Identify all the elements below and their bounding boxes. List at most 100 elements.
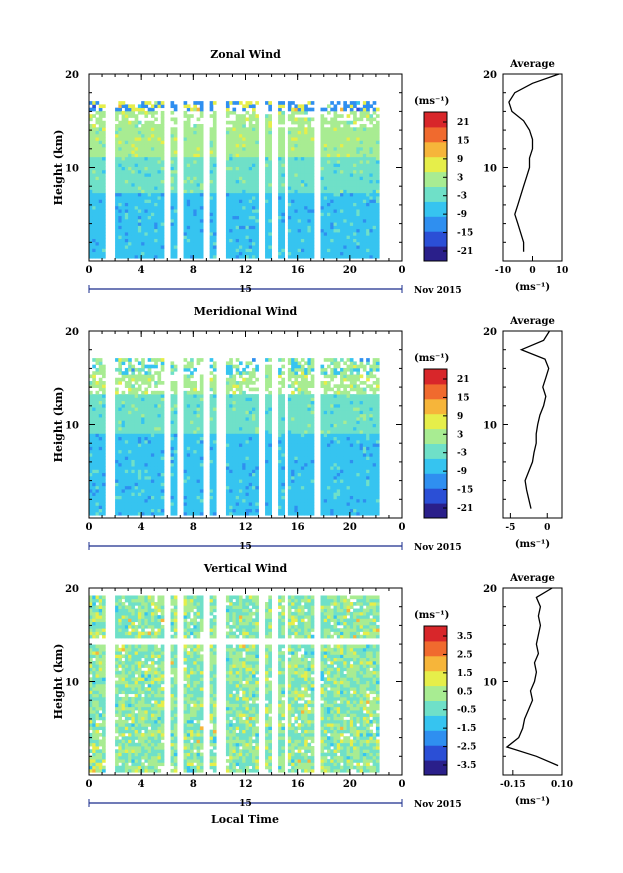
- heatmap-cell: [304, 176, 308, 181]
- heatmap-cell: [89, 436, 93, 441]
- heatmap-cell: [134, 381, 139, 385]
- heatmap-cell: [186, 160, 191, 164]
- heatmap-cell: [160, 469, 165, 474]
- heatmap-cell: [98, 502, 103, 506]
- heatmap-cell: [278, 251, 282, 256]
- heatmap-cell: [102, 176, 106, 181]
- heatmap-cell: [336, 101, 341, 105]
- heatmap-cell: [212, 410, 217, 415]
- heatmap-cell: [160, 436, 165, 441]
- heatmap-cell: [102, 420, 106, 424]
- heatmap-cell: [353, 228, 357, 233]
- heatmap-cell: [118, 192, 123, 197]
- heatmap-cell: [128, 400, 132, 405]
- heatmap-cell: [287, 228, 292, 233]
- heatmap-cell: [118, 446, 123, 451]
- heatmap-cell: [141, 466, 145, 470]
- heatmap-cell: [366, 225, 370, 230]
- heatmap-cell: [340, 153, 344, 158]
- heatmap-cell: [248, 443, 253, 447]
- heatmap-cell: [369, 202, 374, 207]
- heatmap-cell: [294, 104, 299, 109]
- heatmap-cell: [238, 228, 243, 233]
- heatmap-cell: [209, 397, 214, 402]
- heatmap-cell: [154, 163, 158, 167]
- heatmap-cell: [327, 146, 331, 151]
- heatmap-cell: [124, 212, 129, 217]
- heatmap-cell: [131, 120, 136, 125]
- heatmap-cell: [147, 120, 152, 125]
- heatmap-cell: [115, 222, 119, 226]
- heatmap-cell: [349, 254, 354, 259]
- heatmap-cell: [343, 137, 347, 141]
- heatmap-cell: [238, 475, 243, 480]
- heatmap-cell: [252, 238, 256, 243]
- heatmap-cell: [287, 222, 292, 226]
- heatmap-cell: [92, 192, 96, 197]
- heatmap-cell: [323, 137, 328, 141]
- colorbar-unit: (ms⁻¹): [414, 96, 449, 107]
- heatmap-cell: [268, 107, 272, 112]
- heatmap-cell: [209, 146, 214, 151]
- heatmap-cell: [333, 238, 338, 243]
- heatmap-cell: [92, 475, 96, 480]
- heatmap-cell: [212, 433, 217, 438]
- heatmap-cell: [118, 107, 123, 112]
- heatmap-cell: [173, 505, 178, 510]
- heatmap-cell: [294, 107, 299, 112]
- heatmap-cell: [115, 479, 119, 483]
- heatmap-cell: [157, 381, 162, 385]
- heatmap-cell: [235, 176, 240, 181]
- heatmap-cell: [128, 192, 132, 197]
- heatmap-cell: [183, 179, 188, 184]
- heatmap-cell: [307, 192, 312, 197]
- heatmap-cell: [252, 104, 256, 109]
- heatmap-cell: [98, 443, 103, 447]
- heatmap-cell: [362, 209, 367, 213]
- heatmap-cell: [95, 169, 100, 174]
- heatmap-cell: [121, 225, 126, 230]
- heatmap-cell: [310, 218, 315, 223]
- heatmap-cell: [186, 364, 191, 369]
- heatmap-cell: [212, 176, 217, 181]
- heatmap-cell: [124, 192, 129, 197]
- heatmap-cell: [183, 146, 188, 151]
- heatmap-cell: [209, 505, 214, 510]
- heatmap-cell: [304, 215, 308, 220]
- heatmap-cell: [307, 156, 312, 161]
- heatmap-cell: [160, 182, 165, 187]
- heatmap-cell: [118, 245, 123, 249]
- heatmap-cell: [252, 202, 256, 207]
- heatmap-cell: [121, 430, 126, 434]
- heatmap-cell: [131, 436, 136, 441]
- heatmap-cell: [134, 212, 139, 217]
- heatmap-cell: [372, 222, 377, 226]
- heatmap-cell: [291, 173, 295, 177]
- heatmap-cell: [137, 397, 142, 402]
- heatmap-cell: [128, 238, 132, 243]
- heatmap-cell: [144, 104, 149, 109]
- heatmap-cell: [141, 403, 145, 408]
- heatmap-cell: [134, 160, 139, 164]
- heatmap-cell: [238, 179, 243, 184]
- heatmap-cell: [242, 403, 246, 408]
- heatmap-cell: [115, 472, 119, 477]
- heatmap-cell: [330, 235, 334, 239]
- heatmap-cell: [372, 235, 377, 239]
- heatmap-cell: [245, 466, 250, 470]
- heatmap-cell: [265, 199, 269, 203]
- heatmap-cell: [170, 156, 175, 161]
- heatmap-cell: [144, 241, 149, 246]
- heatmap-cell: [362, 153, 367, 158]
- heatmap-cell: [242, 505, 246, 510]
- heatmap-cell: [190, 384, 194, 388]
- heatmap-cell: [232, 377, 237, 382]
- heatmap-cell: [343, 101, 347, 105]
- heatmap-cell: [157, 146, 162, 151]
- heatmap-cell: [124, 495, 129, 500]
- heatmap-cell: [252, 222, 256, 226]
- heatmap-cell: [238, 407, 243, 411]
- heatmap-cell: [294, 110, 299, 115]
- heatmap-cell: [147, 469, 152, 474]
- heatmap-cell: [209, 358, 214, 362]
